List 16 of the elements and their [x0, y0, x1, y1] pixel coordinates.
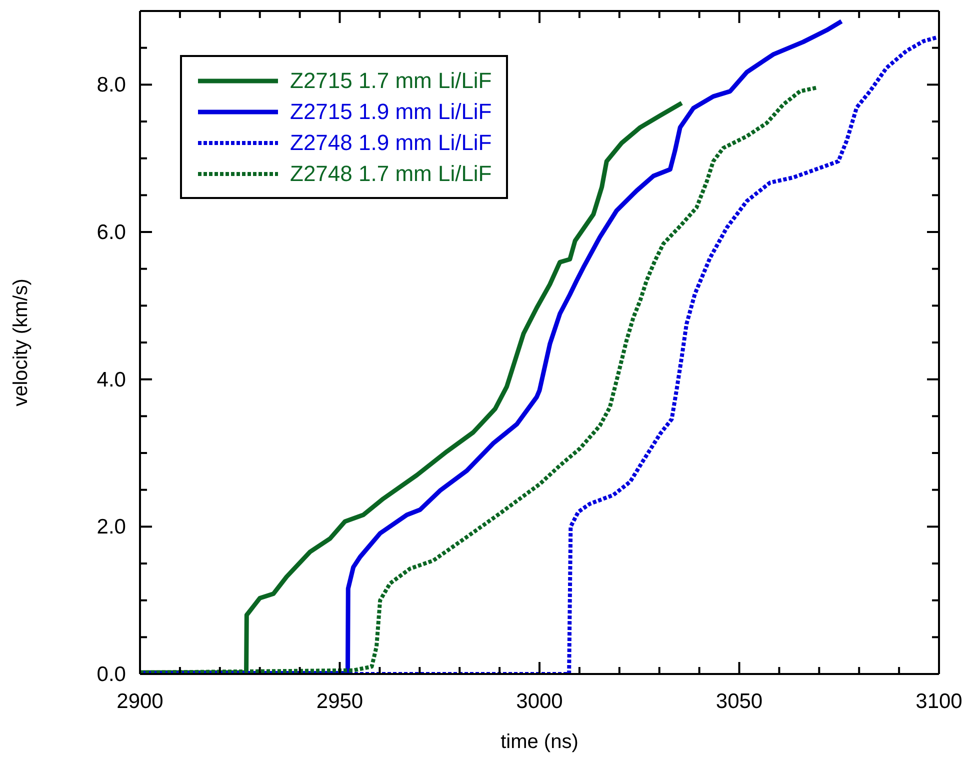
x-tick-label: 3000 [516, 690, 563, 713]
x-axis-title: time (ns) [500, 731, 578, 753]
y-tick-label: 2.0 [96, 516, 126, 539]
legend-label: Z2748 1.9 mm Li/LiF [290, 129, 492, 157]
legend-label: Z2715 1.7 mm Li/LiF [290, 67, 492, 95]
y-tick-label: 0.0 [96, 663, 126, 686]
y-tick-label: 8.0 [96, 74, 126, 97]
y-axis-title: velocity (km/s) [10, 278, 32, 406]
y-tick-label: 4.0 [96, 368, 126, 392]
x-tick-label: 3050 [716, 690, 763, 713]
y-tick-label: 6.0 [96, 221, 126, 244]
legend-label: Z2748 1.7 mm Li/LiF [290, 160, 492, 188]
x-tick-label: 2900 [116, 690, 164, 713]
x-tick-label: 2950 [316, 690, 364, 713]
x-tick-label: 3100 [916, 690, 962, 713]
legend-label: Z2715 1.9 mm Li/LiF [290, 98, 492, 126]
